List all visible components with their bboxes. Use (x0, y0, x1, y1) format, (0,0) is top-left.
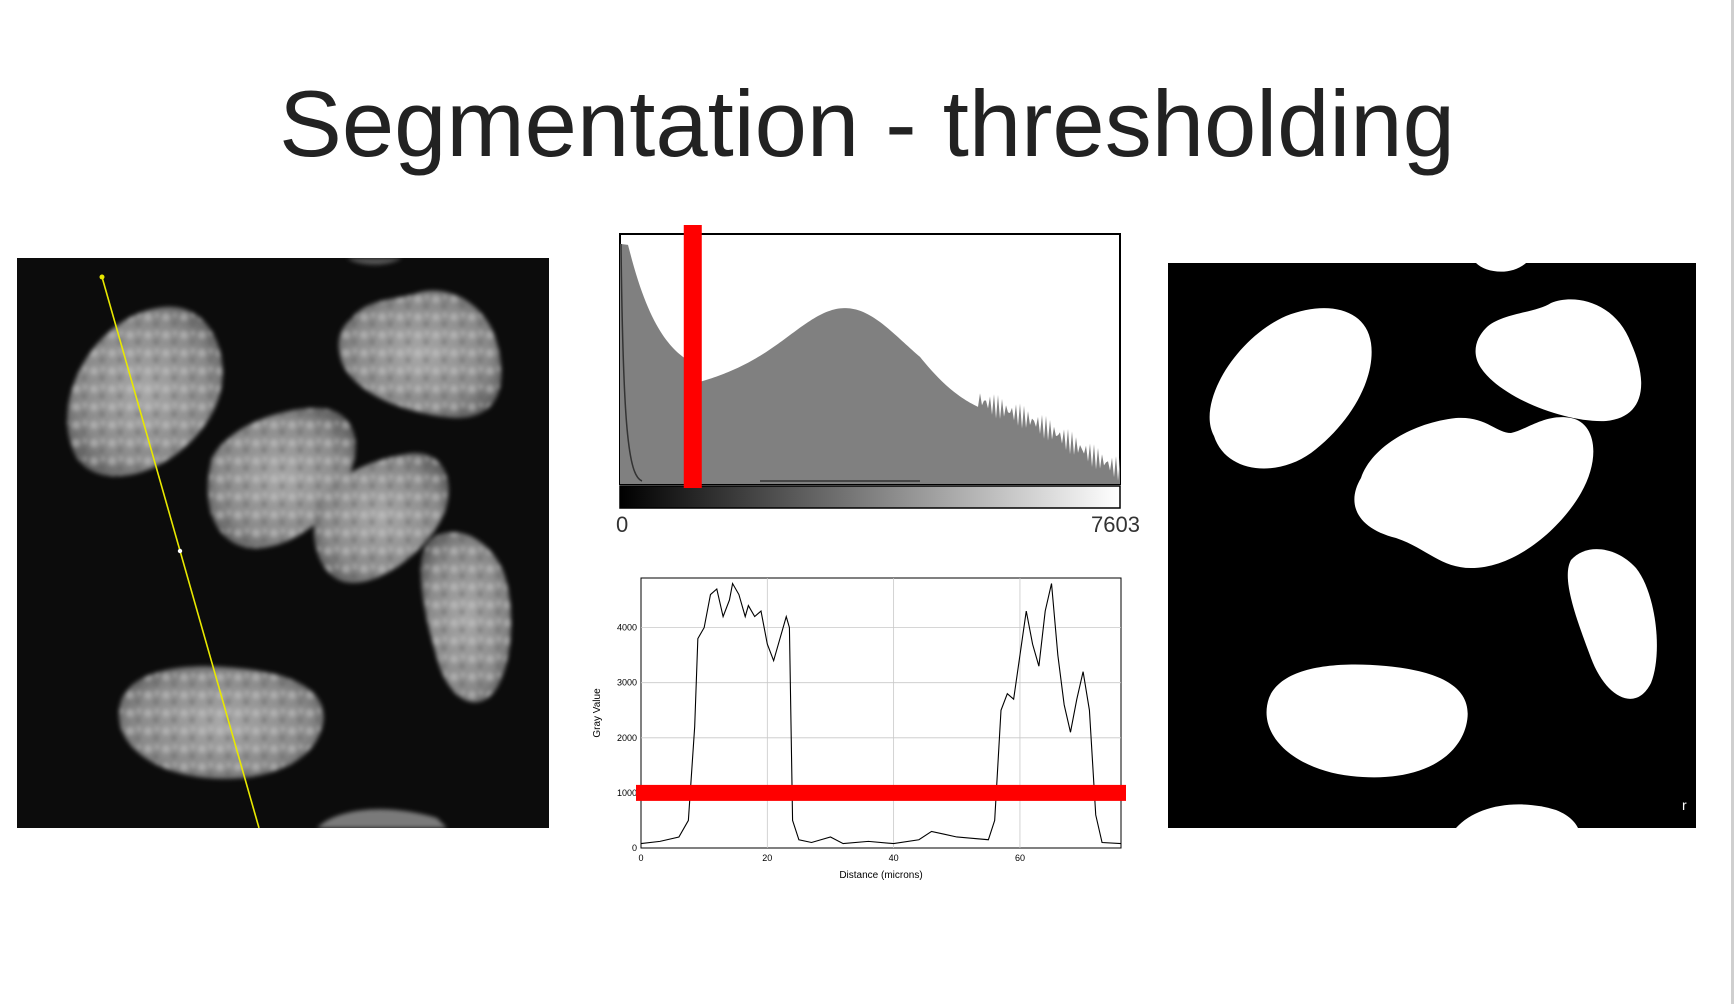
nuclei-image (17, 258, 549, 828)
mask-nucleus-3-4 (1354, 417, 1594, 568)
slide-title: Segmentation - thresholding (279, 71, 1455, 176)
profile-line (640, 581, 1122, 845)
x-tick-label: 0 (638, 853, 643, 863)
y-tick-label: 3000 (617, 678, 637, 688)
nucleus-8-partial (347, 258, 402, 265)
mask-nucleus-8-partial (1476, 263, 1526, 272)
mask-corner-glyph: r (1682, 797, 1687, 813)
histogram-min-label: 0 (616, 512, 628, 537)
mask-nucleus-6 (1266, 664, 1468, 778)
y-tick-label: 2000 (617, 733, 637, 743)
mask-nucleus-7-partial (1456, 804, 1578, 828)
histogram: 0 7603 (616, 225, 1140, 537)
x-tick-label: 40 (889, 853, 899, 863)
plot-frame (640, 577, 1122, 849)
nucleus-4 (313, 452, 449, 583)
binary-mask: r (1166, 258, 1698, 828)
nucleus-2 (338, 290, 502, 418)
profile-xlabel: Distance (microns) (839, 870, 922, 881)
mask-nucleus-1 (1209, 308, 1372, 469)
mask-nucleus-2 (1475, 299, 1642, 422)
line-scan-handle-mid[interactable] (177, 548, 183, 554)
histogram-low-counts (620, 243, 920, 482)
line-scan-handle-start[interactable] (99, 274, 105, 280)
nucleus-7-partial (317, 809, 447, 828)
histogram-bars (620, 243, 1120, 484)
slide-edge (1731, 0, 1734, 1004)
y-tick-label: 0 (632, 843, 637, 853)
y-tick-label: 1000 (617, 788, 637, 798)
threshold-line[interactable] (636, 784, 1126, 801)
nucleus-1 (67, 306, 223, 477)
x-tick-label: 60 (1015, 853, 1025, 863)
mask-nucleus-5 (1567, 549, 1657, 699)
histogram-max-label: 7603 (1091, 512, 1140, 537)
line-profile-plot: 0 1000 2000 3000 4000 0 20 40 60 Gray Value Dis… (592, 577, 1126, 881)
threshold-marker[interactable] (683, 225, 702, 488)
nucleus-6 (118, 666, 324, 779)
x-tick-label: 20 (762, 853, 772, 863)
nucleus-5 (420, 532, 512, 703)
lut-bar (619, 485, 1121, 509)
y-tick-label: 4000 (617, 623, 637, 633)
profile-ylabel: Gray Value (592, 688, 603, 738)
